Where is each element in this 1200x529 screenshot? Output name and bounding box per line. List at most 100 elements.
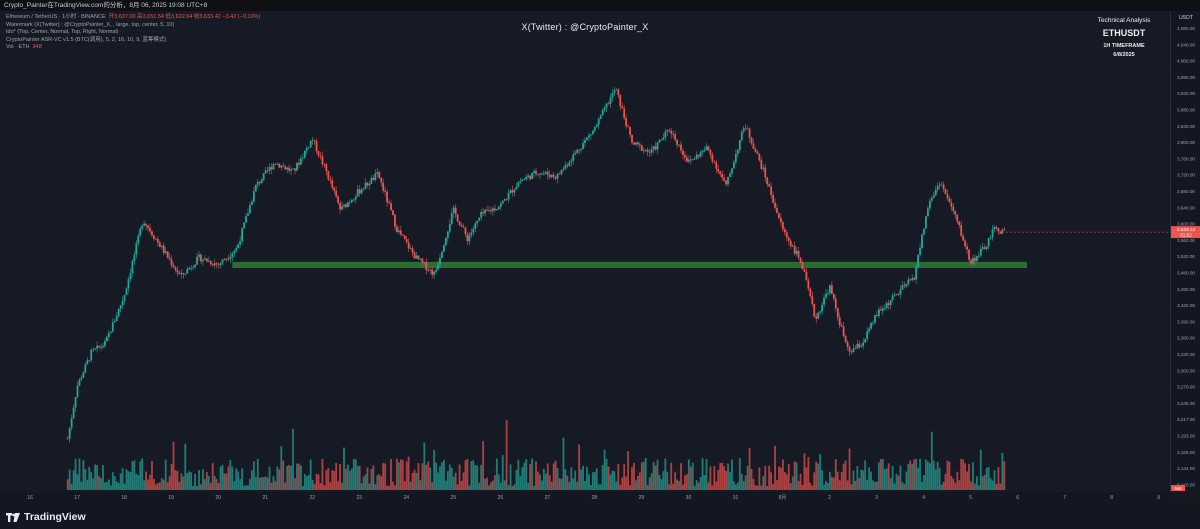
x-tick-label: 8月 — [779, 495, 787, 501]
candle-body — [805, 271, 808, 281]
volume-bar — [517, 459, 520, 490]
legend-line-3[interactable]: tdo* (Top, Center, Normal, Top, Right, N… — [6, 29, 119, 36]
y-tick-label: 3,193.00 — [1177, 434, 1195, 439]
x-tick-label: 24 — [404, 495, 410, 501]
volume-bar — [919, 458, 921, 490]
volume-bar — [354, 459, 357, 490]
candle-body — [439, 257, 441, 265]
volume-bar — [668, 484, 671, 490]
time-axis-svg[interactable]: 16 17 18 19 20 21 22 23 24 25 26 27 28 29 30 31 8月 2 3 4 5 6 7… — [0, 492, 1170, 502]
candle-body — [633, 142, 635, 145]
candle-body — [685, 157, 688, 162]
volume-bar — [88, 466, 91, 490]
candle-body — [701, 150, 704, 153]
candle-body — [231, 253, 234, 257]
volume-bar — [993, 470, 996, 490]
candle-body — [241, 228, 244, 242]
volume-bar — [791, 476, 794, 490]
candle-body — [182, 273, 185, 275]
volume-bar — [376, 475, 379, 490]
volume-bar — [958, 480, 961, 490]
legend-line-4[interactable]: CryptoPainter ASR-VC v1.5 (BTC(调用), 5, 2… — [6, 36, 167, 43]
volume-bar — [227, 466, 230, 490]
candle-body — [715, 162, 718, 169]
candle-body — [454, 207, 457, 215]
tradingview-logo[interactable]: TradingView — [6, 511, 86, 523]
candle-body — [591, 130, 594, 135]
volume-bar — [609, 474, 612, 490]
volume-bar — [917, 467, 919, 490]
y-tick-label: 3,680.00 — [1177, 189, 1195, 194]
candle-body — [772, 195, 774, 203]
x-tick-label: 31 — [733, 495, 739, 501]
candle-body — [209, 260, 212, 265]
volume-bar — [666, 471, 669, 490]
volume-bar — [233, 481, 236, 490]
volume-bar — [78, 458, 81, 490]
y-tick-label: 3,217.00 — [1177, 417, 1195, 422]
candle-body — [113, 320, 116, 323]
price-axis[interactable]: USDT 4,080.00 4,040.00 4,000.00 3,990.00 3,94… — [1170, 11, 1200, 492]
candle-body — [682, 150, 684, 155]
volume-bar — [260, 477, 263, 490]
plot-area[interactable] — [0, 11, 1170, 492]
volume-bar — [825, 480, 827, 490]
time-axis[interactable]: 16 17 18 19 20 21 22 23 24 25 26 27 28 29 30 31 8月 2 3 4 5 6 7… — [0, 492, 1170, 502]
candle-body — [145, 223, 148, 226]
volume-bar — [566, 475, 569, 490]
candle-body — [325, 164, 328, 172]
candle-body — [223, 259, 226, 261]
candle-body — [539, 173, 541, 175]
candle-body — [666, 130, 669, 132]
volume-bar — [470, 461, 473, 490]
volume-bar — [676, 479, 678, 490]
volume-bar — [488, 485, 490, 490]
volume-bar — [221, 464, 224, 490]
volume-bar — [335, 462, 338, 490]
volume-bar — [780, 467, 782, 490]
candle-body — [946, 194, 949, 199]
volume-bar — [515, 469, 518, 490]
chart-svg[interactable] — [0, 11, 1170, 492]
candle-body — [975, 255, 978, 262]
volume-bar — [203, 479, 206, 490]
price-axis-svg[interactable]: USDT 4,080.00 4,040.00 4,000.00 3,990.00 3,94… — [1171, 11, 1200, 492]
legend-line-5[interactable]: Vol · ETH 948 — [6, 44, 260, 52]
volume-bar — [928, 463, 931, 490]
candle-body — [362, 188, 365, 190]
volume-bar — [343, 447, 345, 490]
candle-body — [970, 259, 972, 264]
candle-body — [437, 264, 439, 270]
volume-bar — [107, 479, 110, 490]
candle-body — [221, 259, 224, 264]
candle-body — [435, 269, 437, 272]
candle-body — [203, 258, 206, 260]
volume-bar — [699, 477, 702, 490]
candle-body — [160, 245, 163, 247]
volume-bar — [687, 459, 690, 490]
candle-body — [836, 308, 839, 318]
legend-symbol[interactable]: Ethereum / TetherUS · 1小时 · BINANCE — [6, 14, 106, 20]
volume-bar — [100, 478, 102, 490]
candle-body — [993, 227, 996, 230]
y-tick-label: 3,330.00 — [1177, 352, 1195, 357]
volume-bar — [654, 465, 657, 490]
candle-body — [699, 152, 702, 157]
volume-bar — [431, 482, 434, 490]
volume-bar — [501, 455, 504, 490]
candle-body — [507, 193, 510, 200]
candle-body — [878, 309, 880, 317]
candle-body — [850, 351, 853, 353]
candle-body — [505, 199, 508, 201]
volume-bar — [419, 480, 422, 490]
volume-bar — [570, 467, 573, 490]
candle-body — [486, 209, 488, 211]
candle-body — [115, 315, 118, 321]
candle-body — [903, 285, 906, 287]
legend-line-2[interactable]: Watermark (X(Twitter) : @CryptoPainter_X… — [6, 21, 175, 28]
volume-bar — [631, 467, 633, 490]
volume-bar — [915, 458, 918, 490]
legend: Ethereum / TetherUS · 1小时 · BINANCE 开3,6… — [6, 14, 260, 52]
candle-body — [286, 167, 289, 170]
y-tick-label: 3,300.00 — [1177, 368, 1195, 373]
